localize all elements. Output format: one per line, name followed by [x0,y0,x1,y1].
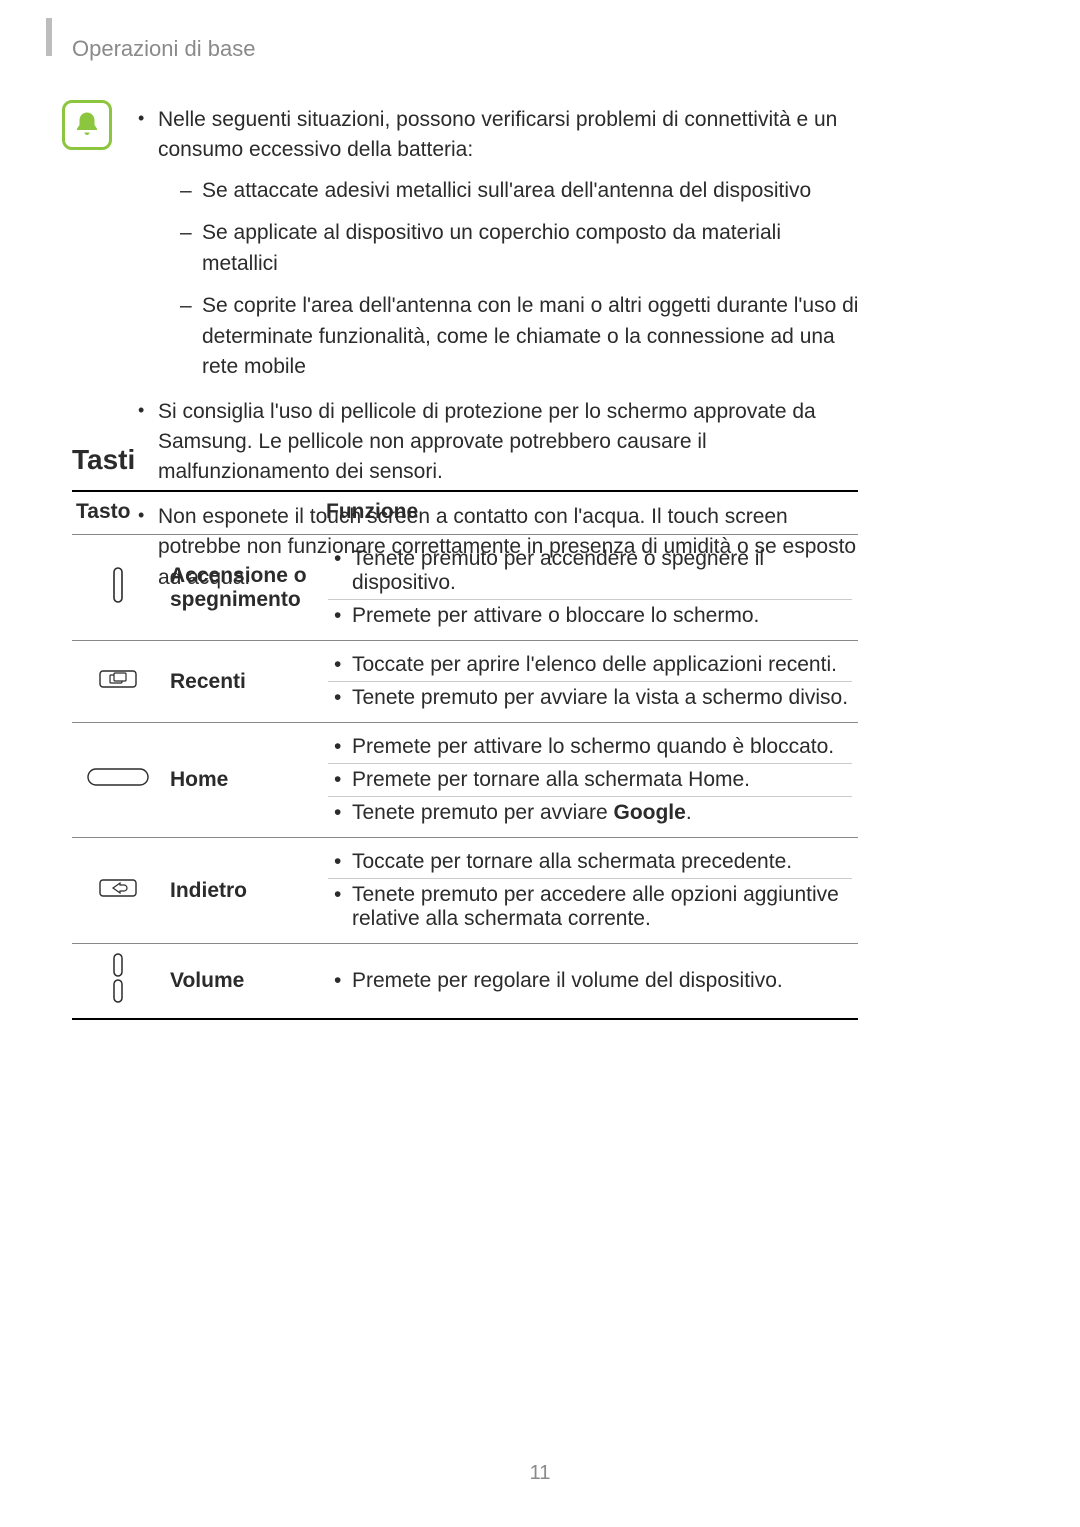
func-item: Tenete premuto per accendere o spegnere … [328,543,852,599]
note-sub-item: Se coprite l'area dell'antenna con le ma… [174,291,862,382]
func-item: Toccate per aprire l'elenco delle applic… [328,649,852,681]
key-label: Volume [164,944,322,1020]
note-sub-item: Se applicate al dispositivo un coperchio… [174,218,862,279]
page-number: 11 [0,1462,1080,1485]
key-label: Home [164,723,322,838]
col-header-funzione: Funzione [322,491,858,535]
key-label: Indietro [164,838,322,944]
header-side-rule [46,18,52,56]
func-item: Premete per tornare alla schermata Home. [328,763,852,796]
func-item: Premete per attivare lo schermo quando è… [328,731,852,763]
func-cell: Premete per regolare il volume del dispo… [322,944,858,1020]
note-bullet: Si consiglia l'uso di pellicole di prote… [132,397,862,488]
key-icon-cell [72,838,164,944]
bell-icon [72,110,102,140]
key-label: Recenti [164,641,322,723]
func-item-prefix: Tenete premuto per avviare [352,801,613,824]
key-icon-cell [72,723,164,838]
table-row: Recenti Toccate per aprire l'elenco dell… [72,641,858,723]
recents-key-icon [98,667,138,691]
table-row: Home Premete per attivare lo schermo qua… [72,723,858,838]
note-sub-item: Se attaccate adesivi metallici sull'area… [174,176,862,206]
func-cell: Premete per attivare lo schermo quando è… [322,723,858,838]
func-item: Toccate per tornare alla schermata prece… [328,846,852,878]
back-key-icon [98,876,138,900]
home-key-icon [86,765,150,789]
breadcrumb: Operazioni di base [72,36,255,62]
key-icon-cell [72,535,164,641]
power-key-icon [109,566,127,604]
func-item: Tenete premuto per avviare la vista a sc… [328,681,852,714]
func-item: Premete per attivare o bloccare lo scher… [328,599,852,632]
func-item: Premete per regolare il volume del dispo… [328,965,852,997]
func-item: Tenete premuto per avviare Google. [328,796,852,829]
keys-table: Tasto Funzione Accensione o spegnimento … [72,490,858,1020]
note-icon-box [62,100,112,150]
func-item-strong: Google [613,801,685,824]
section-title: Tasti [72,444,135,476]
col-header-tasto: Tasto [72,491,322,535]
volume-key-icon [109,952,127,1004]
key-label: Accensione o spegnimento [164,535,322,641]
note-bullet-text: Nelle seguenti situazioni, possono verif… [158,108,837,161]
table-row: Volume Premete per regolare il volume de… [72,944,858,1020]
key-icon-cell [72,944,164,1020]
func-cell: Toccate per aprire l'elenco delle applic… [322,641,858,723]
table-row: Accensione o spegnimento Tenete premuto … [72,535,858,641]
func-cell: Toccate per tornare alla schermata prece… [322,838,858,944]
table-row: Indietro Toccate per tornare alla scherm… [72,838,858,944]
note-bullet: Nelle seguenti situazioni, possono verif… [132,105,862,383]
func-cell: Tenete premuto per accendere o spegnere … [322,535,858,641]
func-item: Tenete premuto per accedere alle opzioni… [328,878,852,935]
key-icon-cell [72,641,164,723]
